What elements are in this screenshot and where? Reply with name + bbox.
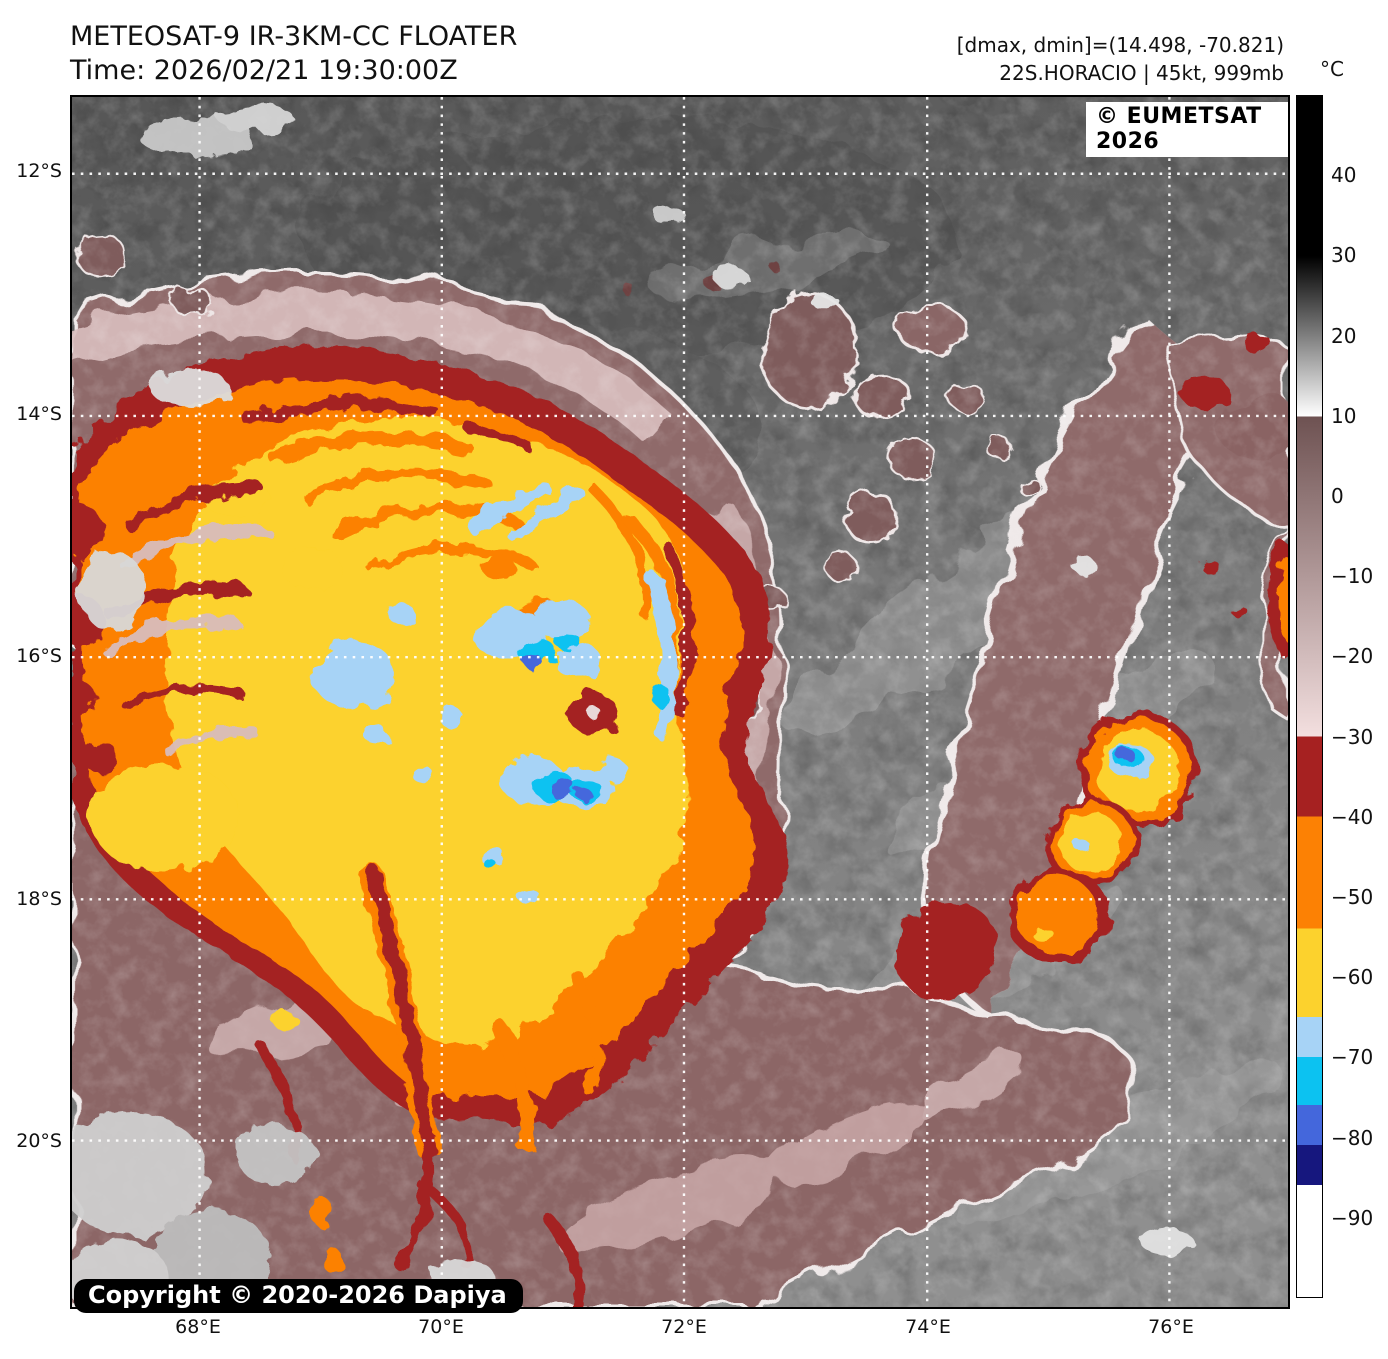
cb-tick-0: 0 xyxy=(1331,484,1344,508)
cb-tick-m40: −40 xyxy=(1331,805,1374,829)
eumetsat-watermark: © EUMETSAT 2026 xyxy=(1086,102,1288,157)
cb-tick-30: 30 xyxy=(1331,243,1357,267)
lon-tick-74e: 74°E xyxy=(905,1316,951,1338)
cb-tick-m70: −70 xyxy=(1331,1045,1374,1069)
lat-tick-12s: 12°S xyxy=(16,160,62,182)
title-block: METEOSAT-9 IR-3KM-CC FLOATER Time: 2026/… xyxy=(70,20,517,88)
cb-tick-10: 10 xyxy=(1331,404,1357,428)
lat-tick-16s: 16°S xyxy=(16,645,62,667)
lat-tick-18s: 18°S xyxy=(16,888,62,910)
cb-tick-m90: −90 xyxy=(1331,1206,1374,1230)
lon-tick-70e: 70°E xyxy=(418,1316,464,1338)
lon-tick-72e: 72°E xyxy=(661,1316,707,1338)
colorbar-unit-label: °C xyxy=(1320,57,1344,81)
storm-info: 22S.HORACIO | 45kt, 999mb xyxy=(999,61,1284,85)
satellite-image xyxy=(72,97,1288,1307)
cb-tick-20: 20 xyxy=(1331,324,1357,348)
info-block: [dmax, dmin]=(14.498, -70.821) 22S.HORAC… xyxy=(957,31,1284,87)
copyright-badge: Copyright © 2020-2026 Dapiya xyxy=(74,1279,523,1313)
temperature-colorbar xyxy=(1296,95,1323,1298)
page-title: METEOSAT-9 IR-3KM-CC FLOATER xyxy=(70,21,518,52)
lat-tick-20s: 20°S xyxy=(16,1130,62,1152)
satellite-map-panel: © EUMETSAT 2026 Copyright © 2020-2026 Da… xyxy=(70,95,1290,1313)
lon-tick-68e: 68°E xyxy=(175,1316,221,1338)
graticule xyxy=(72,97,1288,1307)
lon-tick-76e: 76°E xyxy=(1148,1316,1194,1338)
cb-tick-m20: −20 xyxy=(1331,644,1374,668)
dmax-dmin-readout: [dmax, dmin]=(14.498, -70.821) xyxy=(956,33,1284,57)
timestamp: Time: 2026/02/21 19:30:00Z xyxy=(70,55,458,86)
cb-tick-m10: −10 xyxy=(1331,564,1374,588)
lat-tick-14s: 14°S xyxy=(16,403,62,425)
cb-tick-40: 40 xyxy=(1331,163,1357,187)
cb-tick-m30: −30 xyxy=(1331,725,1374,749)
cb-tick-m50: −50 xyxy=(1331,885,1374,909)
cb-tick-m80: −80 xyxy=(1331,1126,1374,1150)
cb-tick-m60: −60 xyxy=(1331,965,1374,989)
